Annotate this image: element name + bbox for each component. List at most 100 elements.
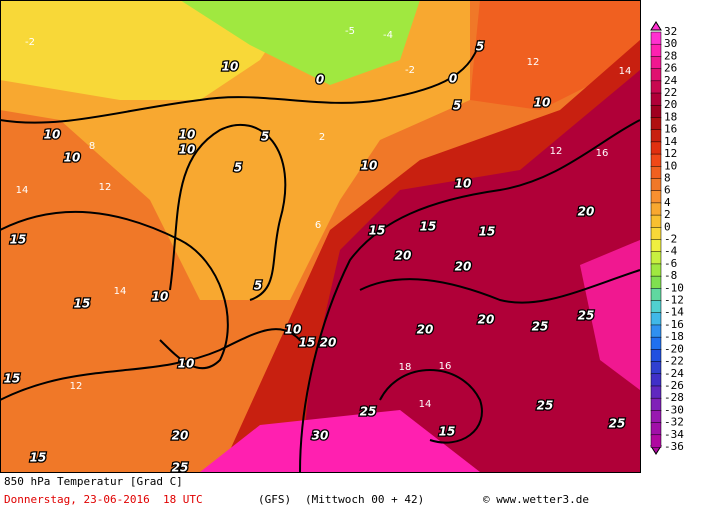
- colorbar-label: -24: [664, 367, 684, 380]
- colorbar-label: 8: [664, 171, 671, 184]
- contour-label: 20: [417, 323, 434, 337]
- contour-label: 12: [527, 57, 540, 68]
- isotherm: [0, 39, 481, 124]
- contour-label: 10: [179, 143, 196, 157]
- colorbar-label: 20: [664, 98, 677, 111]
- contour-label: 18: [399, 362, 412, 373]
- isotherm: [299, 119, 641, 473]
- colorbar-band: [650, 397, 662, 412]
- contour-label: 15: [10, 233, 27, 247]
- colorbar-label: -8: [664, 269, 677, 282]
- contour-label: -4: [383, 30, 393, 41]
- colorbar-band: [650, 190, 662, 204]
- contour-label: 25: [578, 309, 595, 323]
- contour-label: 10: [455, 177, 472, 191]
- contour-label: -2: [25, 37, 35, 48]
- contour-label: 14: [114, 286, 127, 297]
- contour-label: 10: [64, 151, 81, 165]
- contour-label: 15: [30, 451, 47, 465]
- colorbar-label: 24: [664, 74, 678, 87]
- credit: © www.wetter3.de: [483, 493, 589, 506]
- isotherm: [379, 369, 483, 444]
- contour-label: 12: [550, 146, 563, 157]
- valid-time: Donnerstag, 23-06-2016 18 UTC: [4, 493, 203, 506]
- colorbar-label: 14: [664, 135, 678, 148]
- contour-label: 20: [395, 249, 412, 263]
- colorbar-label: -30: [664, 403, 684, 416]
- contour-label: 25: [360, 405, 377, 419]
- contour-label: 8: [89, 141, 95, 152]
- contour-label: 0: [449, 72, 457, 86]
- contour-label: 16: [439, 361, 452, 372]
- contour-label: 5: [254, 279, 262, 293]
- contour-label: 16: [596, 148, 609, 159]
- colorbar-label: -10: [664, 281, 684, 294]
- colorbar-band: [650, 251, 662, 265]
- contour-label: 0: [316, 73, 324, 87]
- colorbar-band: [650, 239, 662, 253]
- run: (Mittwoch 00 + 42): [305, 493, 424, 506]
- colorbar-band: [650, 214, 662, 229]
- contour-label: 5: [234, 161, 242, 175]
- colorbar-label: 32: [664, 25, 677, 38]
- isotherm: [0, 210, 229, 370]
- colorbar-band: [650, 129, 662, 143]
- colorbar-label: -18: [664, 330, 684, 343]
- contour-label: 25: [609, 417, 626, 431]
- colorbar-arrow: [650, 21, 662, 31]
- colorbar-band: [650, 349, 662, 363]
- contour-label: 6: [315, 220, 321, 231]
- colorbar-label: -32: [664, 416, 684, 429]
- contour-label: 15: [4, 372, 21, 386]
- map-frame: [0, 0, 641, 473]
- model: (GFS): [258, 493, 291, 506]
- contour-label: 10: [152, 290, 169, 304]
- isotherm: [169, 124, 287, 301]
- contour-label: 10: [534, 96, 551, 110]
- contour-label: 14: [16, 185, 29, 196]
- contour-label: 12: [70, 381, 83, 392]
- isotherms: [0, 39, 641, 473]
- contour-label: 14: [619, 66, 632, 77]
- colorbar-band: [650, 141, 662, 155]
- colorbar-label: 2: [664, 208, 671, 221]
- colorbar-label: 10: [664, 159, 677, 172]
- colorbar-label: 4: [664, 196, 671, 209]
- contour-label: 25: [537, 399, 554, 413]
- colorbar-label: 22: [664, 86, 677, 99]
- contour-label: -5: [345, 26, 355, 37]
- colorbar-band: [650, 275, 662, 290]
- contour-label: 5: [261, 130, 269, 144]
- contour-label: 14: [419, 399, 432, 410]
- colorbar-band: [650, 80, 662, 94]
- colorbar-label: 16: [664, 123, 677, 136]
- contour-label: 5: [453, 99, 461, 113]
- contour-label: 15: [420, 220, 437, 234]
- contour-label: 10: [285, 323, 302, 337]
- isotherm: [359, 269, 641, 304]
- contour-label: 10: [44, 128, 61, 142]
- colorbar-label: -12: [664, 294, 684, 307]
- colorbar-label: 6: [664, 184, 671, 197]
- colorbar-label: -14: [664, 306, 684, 319]
- contour-label: 15: [439, 425, 456, 439]
- contour-label: 15: [479, 225, 496, 239]
- contour-label: 25: [532, 320, 549, 334]
- colorbar-band: [650, 153, 662, 168]
- colorbar-label: 28: [664, 49, 677, 62]
- colorbar-label: -16: [664, 318, 684, 331]
- colorbar-band: [650, 31, 662, 45]
- colorbar-band: [650, 178, 662, 192]
- colorbar-band: [650, 312, 662, 326]
- colorbar-label: -6: [664, 257, 677, 270]
- contour-label: -2: [405, 65, 415, 76]
- colorbar-band: [650, 422, 662, 436]
- contour-label: 10: [179, 128, 196, 142]
- contour-label: 20: [578, 205, 595, 219]
- colorbar-label: 30: [664, 37, 677, 50]
- colorbar-band: [650, 300, 662, 314]
- warm-region: [470, 0, 640, 110]
- colorbar-band: [650, 336, 662, 351]
